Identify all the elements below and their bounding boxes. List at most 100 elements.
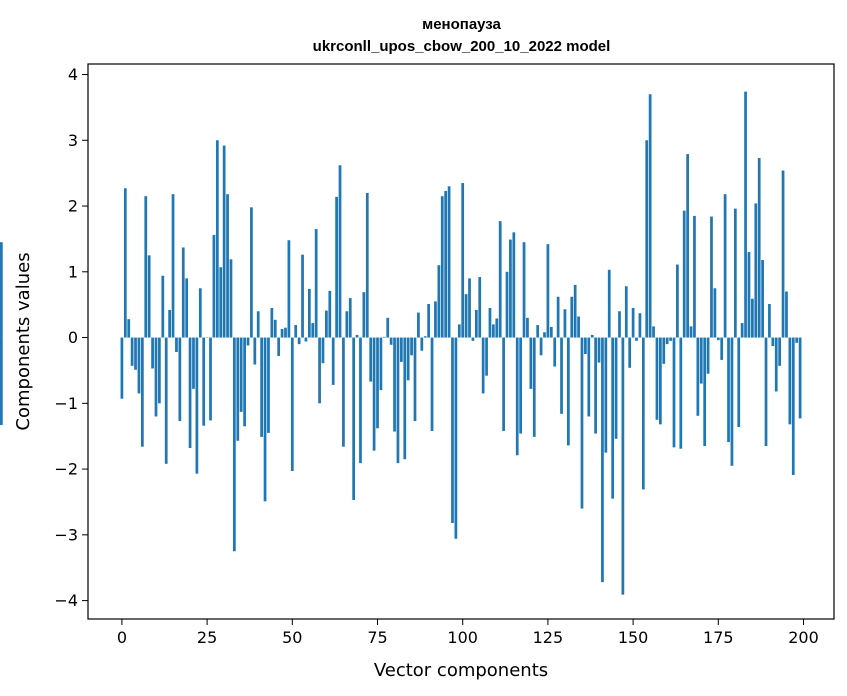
- bar: [229, 259, 233, 338]
- bar: [215, 140, 219, 338]
- bar: [713, 288, 717, 338]
- bar: [624, 286, 628, 338]
- bar-series: [0, 91, 802, 595]
- bar: [417, 312, 420, 338]
- bar: [699, 337, 703, 384]
- chart-title: менопауза: [422, 16, 501, 33]
- bar: [440, 196, 444, 338]
- bar: [195, 337, 199, 474]
- bar: [168, 309, 171, 338]
- x-tick-label: 125: [533, 628, 564, 647]
- bar: [400, 337, 403, 362]
- bar: [226, 194, 229, 338]
- y-tick-label: −2: [54, 460, 78, 479]
- bar: [509, 239, 512, 338]
- bar: [314, 229, 318, 338]
- bar: [263, 337, 267, 502]
- bar: [474, 309, 478, 338]
- bar: [137, 337, 141, 394]
- bar: [788, 337, 792, 425]
- bar: [481, 337, 485, 394]
- bar: [287, 240, 291, 338]
- bar: [127, 319, 131, 338]
- bar: [560, 337, 563, 414]
- bar: [270, 307, 274, 338]
- bar: [430, 337, 434, 431]
- y-axis-ticks: −4 −3 −2 −1 0 1 2 3 4: [54, 65, 88, 610]
- bar: [645, 140, 649, 338]
- bar: [0, 242, 3, 338]
- bar: [710, 216, 713, 338]
- y-tick-label: −4: [54, 591, 78, 610]
- bar: [331, 337, 335, 385]
- bar: [679, 337, 683, 449]
- bar: [382, 336, 386, 338]
- bar: [321, 337, 325, 364]
- bar: [727, 337, 730, 443]
- bar: [250, 207, 253, 338]
- bar: [686, 154, 689, 338]
- bar: [778, 337, 782, 366]
- bar: [454, 337, 458, 539]
- bar: [246, 337, 250, 346]
- bar: [120, 337, 124, 399]
- bar: [757, 158, 761, 338]
- bar: [406, 337, 410, 381]
- bar: [546, 244, 550, 338]
- bar: [236, 337, 240, 441]
- bar: [495, 318, 499, 338]
- bar: [512, 232, 516, 338]
- bar: [393, 337, 396, 432]
- bar: [543, 332, 546, 338]
- bar: [791, 337, 795, 475]
- bar: [410, 337, 413, 356]
- bar: [256, 311, 260, 338]
- bar: [672, 337, 676, 448]
- bar: [243, 337, 246, 427]
- bar: [652, 326, 655, 338]
- y-axis-label: Components values: [13, 252, 34, 430]
- bar: [682, 210, 686, 338]
- bar: [737, 337, 741, 427]
- bar: [461, 183, 465, 338]
- bar: [502, 337, 505, 431]
- y-tick-label: −1: [54, 394, 78, 413]
- bar: [311, 323, 315, 338]
- bar: [178, 337, 182, 422]
- bar: [621, 337, 625, 595]
- bar: [740, 323, 744, 338]
- bar: [505, 271, 509, 338]
- bar: [614, 337, 618, 439]
- bar: [764, 337, 768, 447]
- bar: [372, 337, 376, 451]
- y-tick-label: 3: [68, 131, 78, 150]
- bar: [488, 307, 492, 338]
- bar: [532, 337, 536, 437]
- y-tick-label: 2: [68, 197, 78, 216]
- bar: [420, 337, 424, 351]
- bar: [219, 267, 223, 338]
- x-tick-label: 200: [788, 628, 819, 647]
- bar: [785, 291, 788, 338]
- bar: [328, 290, 332, 338]
- bar: [209, 337, 212, 421]
- bar: [468, 278, 471, 338]
- bar: [379, 337, 383, 391]
- bar: [730, 337, 734, 466]
- bar: [318, 337, 321, 404]
- bar: [348, 298, 352, 338]
- bar: [631, 307, 635, 338]
- bar: [669, 337, 672, 341]
- bar: [611, 337, 615, 499]
- bar: [659, 337, 662, 425]
- bar: [498, 221, 502, 338]
- bar: [536, 325, 540, 338]
- bar: [335, 196, 338, 338]
- bar: [601, 337, 604, 583]
- bar: [338, 165, 342, 338]
- bar: [345, 311, 349, 338]
- x-axis-label: Vector components: [374, 660, 548, 681]
- bar: [662, 337, 666, 364]
- bar: [553, 337, 557, 367]
